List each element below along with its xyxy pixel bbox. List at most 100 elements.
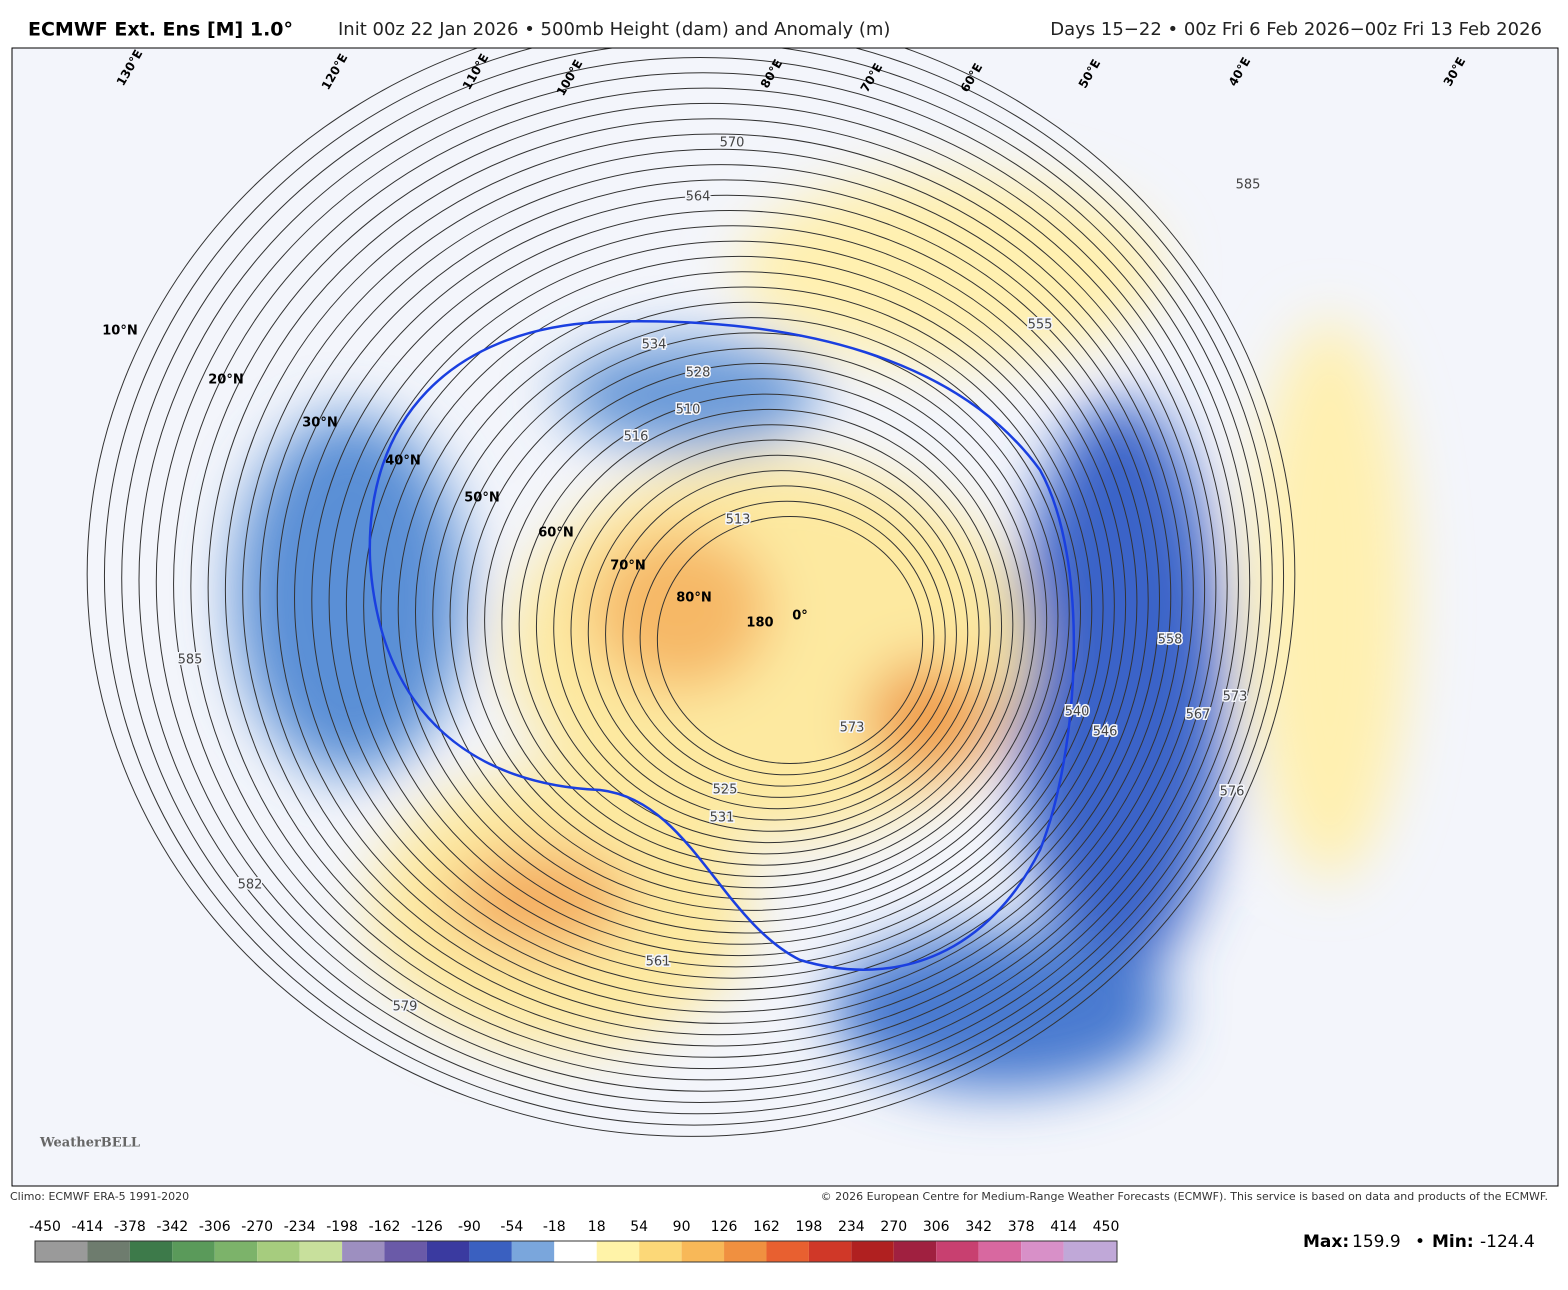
title: ECMWF Ext. Ens [M] 1.0° [28,19,293,41]
map-frame [11,47,1559,1187]
colorbar-tick-label: -90 [458,1219,481,1235]
lat-label: 80°N [676,591,711,606]
lat-label: 70°N [610,559,645,574]
contour [380,271,1104,945]
contour [414,301,1082,923]
contour-label: 558 [1158,633,1183,648]
contour-540 [368,320,1076,971]
height-contours [86,48,1296,1137]
contour-label: 546 [1093,725,1118,740]
contour [276,179,1172,1013]
separator: • [1415,1232,1425,1252]
contour [190,102,1228,1070]
contour [224,133,1206,1047]
contour [570,439,980,821]
contour-label: 516 [624,430,649,445]
colorbar-tick-label: -342 [156,1219,188,1235]
colorbar-border [34,1240,1118,1263]
contour-label: 585 [1236,178,1261,193]
colorbar: -450 -414 -378 -342 -306 -270 -234 -198 -162 -126… [29,1219,1120,1263]
colorbar-tick-label: 342 [965,1219,992,1235]
colorbar-swatch [724,1241,767,1262]
contour-label: 561 [646,955,671,970]
anomaly-blob [1015,400,1225,980]
colorbar-tick-label: -270 [241,1219,273,1235]
colorbar-tick-label: -234 [284,1219,316,1235]
contour [207,118,1217,1058]
anomaly-blob [1250,320,1410,880]
colorbar-swatch [426,1241,470,1262]
contour-label: 534 [642,338,667,353]
colorbar-swatch [893,1241,937,1262]
colorbar-tick-label: 306 [923,1219,950,1235]
colorbar-tick-label: 198 [796,1219,823,1235]
colorbar-tick-label: 162 [753,1219,780,1235]
colorbar-tick-label: 18 [588,1219,606,1235]
contour-label: 513 [726,513,751,528]
colorbar-swatch [214,1241,258,1262]
min-value: -124.4 [1480,1232,1535,1252]
contour [328,225,1138,979]
colorbar-tick-label: -414 [72,1219,104,1235]
colorbar-swatch [639,1241,682,1262]
contour [484,363,1036,877]
lat-label: 20°N [208,373,243,388]
contour [466,347,1048,889]
anomaly-blob [590,530,770,690]
colorbar-swatch [808,1241,852,1262]
climo: Climo: ECMWF ERA-5 1991-2020 [10,1190,189,1203]
contour-label: 555 [1028,318,1053,333]
max-label: Max: [1303,1232,1349,1252]
colorbar-tick-label: 126 [711,1219,738,1235]
contour [242,148,1194,1036]
contour-label: 540 [1065,705,1090,720]
stats: Max: 159.9 • Min: -124.4 [1303,1232,1535,1252]
contour [363,255,1115,957]
anomaly-blob [740,175,1160,365]
colorbar-tick-label: -162 [369,1219,401,1235]
contour [345,240,1127,968]
colorbar-swatch [596,1241,640,1262]
logo: WeatherBELL [39,1136,140,1151]
period: Days 15−22 • 00z Fri 6 Feb 2026−00z Fri … [1050,19,1542,40]
colorbar-swatch [1063,1241,1117,1262]
colorbar-swatch [87,1241,130,1262]
contour [535,408,1003,844]
colorbar-tick-label: -54 [500,1219,523,1235]
contour-label: 564 [686,190,711,205]
contour-label: 576 [1220,785,1245,800]
colorbar-swatch [978,1241,1022,1262]
contour-label: 573 [1223,690,1248,705]
contour [639,500,935,776]
lat-label: 10°N [102,324,137,339]
lat-label: 40°N [385,454,420,469]
contour [86,48,1296,1137]
colorbar-tick-label: -378 [114,1219,146,1235]
colorbar-swatch [384,1241,427,1262]
contour [173,87,1239,1081]
colorbar-swatch [257,1241,300,1262]
colorbar-swatch [511,1241,555,1262]
contour-label: 528 [686,366,711,381]
colorbar-tick-label: 450 [1093,1219,1120,1235]
colorbar-swatch [299,1241,343,1262]
contour [294,194,1160,1002]
contour [553,424,991,832]
contour [501,378,1025,866]
colorbar-tick-label: 378 [1008,1219,1035,1235]
contour-label: 585 [178,653,203,668]
contour-label: 570 [720,136,745,151]
contour [121,48,1273,1115]
colorbar-swatch [851,1241,894,1262]
colorbar-swatch [342,1241,385,1262]
lat-label: 180 [746,616,773,631]
contour [656,516,924,764]
contour-label: 531 [710,811,735,826]
lat-label: 50°N [464,491,499,506]
colorbar-tick-label: 234 [838,1219,865,1235]
colorbar-tick-label: -126 [411,1219,443,1235]
contour [449,332,1059,900]
anomaly-blob [450,850,630,950]
